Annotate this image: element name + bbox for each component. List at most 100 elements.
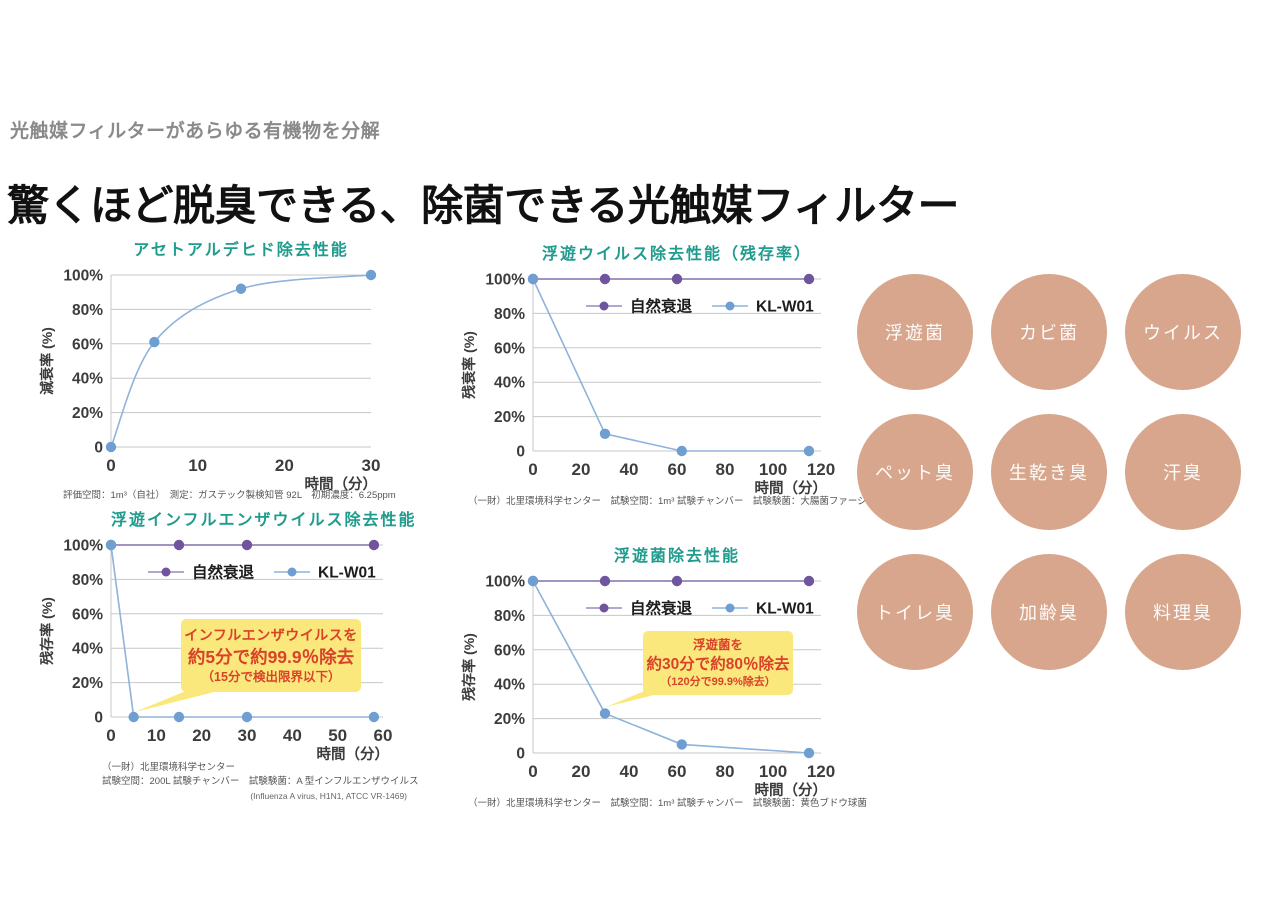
svg-text:80%: 80% [72, 302, 103, 319]
circle-pet-odor: ペット臭 [857, 414, 973, 530]
svg-text:60%: 60% [494, 340, 525, 357]
svg-text:残存率 (%): 残存率 (%) [461, 633, 477, 701]
circle-mold: カビ菌 [991, 274, 1107, 390]
chart-footnote: （一財）北里環境科学センター 試験空間：200L 試験チャンバー 試験験菌：A … [102, 761, 419, 802]
svg-text:20: 20 [572, 460, 591, 479]
svg-text:0: 0 [94, 440, 103, 457]
callout-line3: （15分で検出限界以下） [201, 670, 341, 684]
circle-label: ウイルス [1143, 323, 1223, 343]
circle-virus: ウイルス [1125, 274, 1241, 390]
svg-text:40: 40 [620, 460, 639, 479]
circle-toilet-odor: トイレ臭 [857, 554, 973, 670]
svg-text:KL-W01: KL-W01 [756, 601, 814, 618]
svg-text:時間（分）: 時間（分） [317, 745, 390, 763]
svg-text:0: 0 [106, 456, 115, 475]
svg-text:40%: 40% [494, 677, 525, 694]
chart-title: 浮遊菌除去性能 [613, 548, 740, 565]
svg-text:20%: 20% [494, 711, 525, 728]
svg-text:40%: 40% [72, 641, 103, 658]
chart-footnote: 評価空間：1m³（自社） 測定：ガステック製検知管 92L 初期濃度：6.25p… [63, 490, 396, 501]
svg-text:20%: 20% [494, 409, 525, 426]
callout-bacteria-removal: 浮遊菌を 約30分で約80％除去 （120分で99.9%除去） [606, 631, 793, 707]
svg-text:120: 120 [807, 460, 835, 479]
svg-text:80%: 80% [72, 572, 103, 589]
svg-text:60: 60 [374, 726, 393, 745]
svg-text:60%: 60% [72, 606, 103, 623]
chart-plot-area: 100% 80% 60% 40% 20% 0 0 10 20 30 40 50 60 時間（分） 残存率 (… [36, 533, 419, 765]
svg-text:40%: 40% [72, 371, 103, 388]
svg-text:40: 40 [283, 726, 302, 745]
footnote-line1: （一財）北里環境科学センター [102, 762, 236, 773]
svg-text:40: 40 [620, 762, 639, 781]
svg-text:20: 20 [572, 762, 591, 781]
svg-text:KL-W01: KL-W01 [318, 565, 376, 582]
svg-text:100: 100 [759, 762, 787, 781]
svg-text:100%: 100% [63, 268, 103, 285]
chart-plot-area: 100% 80% 60% 40% 20% 0 0 10 20 30 時間（分） 減衰率 (%) [36, 263, 396, 495]
svg-text:時間（分）: 時間（分） [755, 781, 828, 799]
svg-text:0: 0 [94, 710, 103, 727]
svg-text:30: 30 [238, 726, 257, 745]
circle-label: カビ菌 [1019, 323, 1079, 343]
svg-text:20: 20 [275, 456, 294, 475]
footnote-line2: 試験空間：200L 試験チャンバー 試験験菌：A 型インフルエンザウイルス [102, 776, 419, 788]
chart-plot-area: 100% 80% 60% 40% 20% 0 0 20 40 60 80 100 120 時間（分） 残存率… [458, 569, 867, 801]
svg-text:120: 120 [807, 762, 835, 781]
callout-line3: （120分で99.9%除去） [660, 676, 776, 688]
circle-floating-bacteria: 浮遊菌 [857, 274, 973, 390]
svg-text:60: 60 [668, 762, 687, 781]
callout-line1: インフルエンザウイルスを [184, 627, 358, 643]
svg-text:0: 0 [516, 444, 525, 461]
svg-text:0: 0 [106, 726, 115, 745]
svg-text:40%: 40% [494, 375, 525, 392]
circle-damp-laundry-odor: 生乾き臭 [991, 414, 1107, 530]
svg-text:100%: 100% [63, 538, 103, 555]
chart-influenza-virus: 浮遊インフルエンザウイルス除去性能 100% 80% 60% 40% 20% 0 0 10 20… [36, 506, 419, 802]
svg-text:10: 10 [147, 726, 166, 745]
svg-text:80: 80 [716, 762, 735, 781]
svg-text:20: 20 [192, 726, 211, 745]
callout-line2: 約30分で約80％除去 [646, 656, 790, 673]
circle-label: 加齢臭 [1019, 603, 1079, 623]
chart-acetaldehyde: アセトアルデヒド除去性能 100% 80% 60% 40% 20% 0 0 10 20 30 時間（… [36, 236, 396, 503]
footnote-line3: (Influenza A virus, H1N1, ATCC VR-1469) [250, 790, 407, 801]
chart-airborne-bacteria: 浮遊菌除去性能 100% 80% 60% 40% 20% 0 0 20 40 60 80 100 120… [458, 542, 867, 811]
svg-text:KL-W01: KL-W01 [756, 299, 814, 316]
svg-text:10: 10 [188, 456, 207, 475]
circle-label: 浮遊菌 [885, 323, 945, 343]
target-circles-grid: 浮遊菌 カビ菌 ウイルス ペット臭 生乾き臭 汗臭 トイレ臭 加齢臭 料理臭 [857, 274, 1241, 670]
chart-plot-area: 100% 80% 60% 40% 20% 0 0 20 40 60 80 100 120 時間（分） 残衰率… [458, 267, 867, 499]
svg-text:自然衰退: 自然衰退 [630, 297, 693, 316]
chart-title: アセトアルデヒド除去性能 [133, 242, 349, 259]
chart-airborne-virus: 浮遊ウイルス除去性能（残存率） 100% 80% 60% 40% 20% 0 0 20 40 60… [458, 240, 867, 509]
chart-footnote: （一財）北里環境科学センター 試験空間：1m³ 試験チャンバー 試験験菌：大腸菌… [468, 496, 867, 507]
svg-text:100: 100 [759, 460, 787, 479]
svg-text:80%: 80% [494, 608, 525, 625]
svg-text:100%: 100% [485, 574, 525, 591]
callout-influenza-removal: インフルエンザウイルスを 約5分で約99.9％除去 （15分で検出限界以下） [135, 619, 361, 712]
svg-text:60: 60 [668, 460, 687, 479]
svg-text:0: 0 [516, 746, 525, 763]
svg-text:60%: 60% [494, 642, 525, 659]
page-title: 驚くほど脱臭できる、除菌できる光触媒フィルター [7, 182, 959, 229]
svg-text:20%: 20% [72, 405, 103, 422]
circle-label: ペット臭 [875, 463, 955, 483]
chart-footnote: （一財）北里環境科学センター 試験空間：1m³ 試験チャンバー 試験験菌：黄色ブ… [468, 798, 867, 809]
svg-text:残衰率 (%): 残衰率 (%) [461, 331, 477, 399]
circle-label: トイレ臭 [875, 603, 955, 623]
chart-title: 浮遊インフルエンザウイルス除去性能 [111, 512, 417, 529]
svg-text:時間（分）: 時間（分） [755, 479, 828, 497]
svg-text:残存率 (%): 残存率 (%) [39, 597, 55, 665]
circle-cooking-odor: 料理臭 [1125, 554, 1241, 670]
svg-text:100%: 100% [485, 272, 525, 289]
svg-text:自然衰退: 自然衰退 [192, 563, 255, 582]
svg-text:50: 50 [328, 726, 347, 745]
chart-title: 浮遊ウイルス除去性能（残存率） [541, 246, 812, 263]
svg-text:80: 80 [716, 460, 735, 479]
svg-text:30: 30 [362, 456, 381, 475]
page-subtitle: 光触媒フィルターがあらゆる有機物を分解 [10, 121, 381, 142]
